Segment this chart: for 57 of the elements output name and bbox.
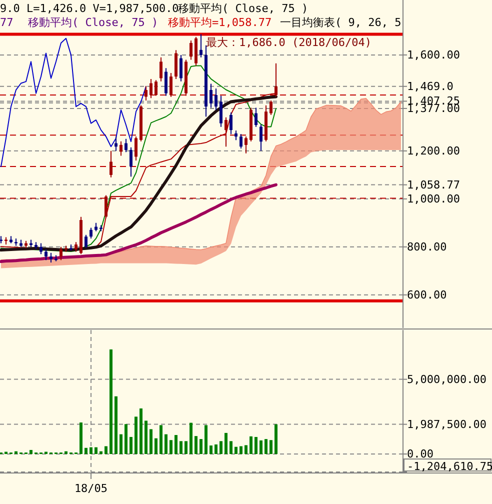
candlestick [190, 40, 192, 60]
candlestick [224, 116, 228, 148]
candlestick [154, 80, 158, 96]
candlestick [160, 56, 162, 82]
y-tick-label: 1,000.00 [407, 192, 460, 206]
candlestick [170, 72, 172, 98]
candlestick [150, 78, 152, 99]
candlestick [164, 68, 168, 96]
candlestick [44, 248, 48, 261]
candlestick [90, 227, 92, 239]
candlestick [254, 107, 258, 128]
candlestick [120, 140, 122, 156]
y-tick-label: 1,469.0 [407, 80, 454, 93]
candlestick [240, 134, 242, 150]
annotation: 9.0 L=1,426.0 V=1,987,500.0 [0, 2, 179, 15]
candlestick [134, 136, 138, 162]
annotation: 77 [0, 16, 14, 29]
candlestick [130, 146, 132, 178]
candlestick [50, 252, 52, 263]
candlestick [260, 124, 262, 152]
candlestick [210, 83, 212, 108]
line-series [0, 183, 278, 264]
y-tick-label: 1,987,500.00 [407, 418, 486, 431]
annotation: 最大：1,686.0 (2018/06/04) [206, 36, 372, 49]
annotation: 移動平均=1,058.77 [168, 16, 272, 29]
candlestick [214, 88, 218, 111]
y-tick-label: 1,058.77 [407, 178, 460, 192]
y-tick-label: 1,200.00 [407, 144, 460, 158]
candlestick [200, 34, 202, 58]
y-tick-label: -1,204,610.75 [407, 460, 492, 473]
line-series [0, 38, 146, 168]
candlestick [110, 150, 112, 178]
candlestick [40, 242, 42, 255]
candlestick [270, 100, 272, 116]
candlestick [60, 246, 62, 261]
annotation: 一目均衡表( 9, 26, 5 [280, 16, 402, 29]
y-tick-label: 600.00 [407, 288, 447, 302]
y-tick-label: 0.00 [407, 448, 434, 461]
candlestick [114, 136, 118, 152]
annotation: 移動平均( Close, 75 ) [178, 2, 308, 15]
x-tick-label: 18/05 [74, 482, 108, 495]
y-tick-label: 1,600.00 [407, 48, 460, 62]
candlestick [104, 194, 108, 219]
y-tick-label: 800.00 [407, 240, 447, 254]
candlestick [174, 50, 178, 80]
candlestick [274, 62, 278, 98]
annotation: 移動平均( Close, 75 ) [28, 16, 158, 29]
candlestick [74, 242, 78, 252]
candlestick [180, 54, 182, 82]
candlestick [244, 136, 248, 154]
candlestick [144, 86, 148, 102]
candlestick [84, 234, 88, 249]
candlestick [234, 130, 238, 141]
candlestick [220, 95, 222, 128]
candlestick [230, 112, 232, 135]
candlestick [124, 138, 128, 153]
y-tick-label: 5,000,000.00 [407, 372, 486, 386]
